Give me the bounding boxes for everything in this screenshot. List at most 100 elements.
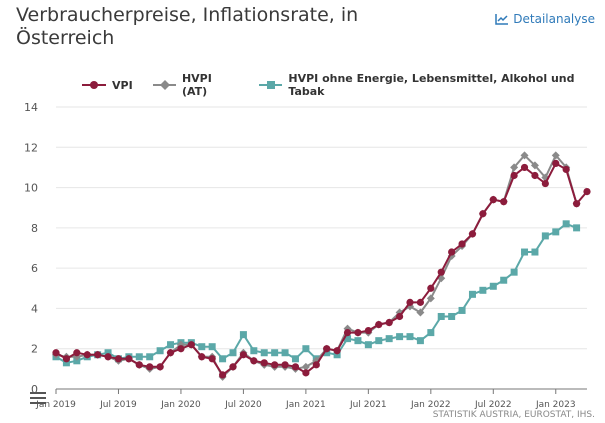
legend-label-hvpi: HVPI (AT) <box>181 72 212 98</box>
data-point-vpi <box>406 298 414 306</box>
x-tick-label: Jan 2020 <box>160 400 201 410</box>
data-point-hvpi <box>510 163 519 172</box>
series-line-core <box>55 222 577 364</box>
data-point-vpi <box>427 284 435 292</box>
data-point-core <box>500 276 508 284</box>
data-point-core <box>271 349 279 357</box>
data-point-vpi <box>260 359 268 367</box>
data-point-core <box>396 333 404 341</box>
data-point-vpi <box>333 347 341 355</box>
data-point-core <box>260 349 268 357</box>
data-point-core <box>437 312 445 320</box>
data-point-vpi <box>458 240 466 248</box>
data-point-vpi <box>343 329 352 337</box>
data-point-vpi <box>323 345 331 353</box>
data-point-vpi <box>229 363 237 371</box>
data-point-core <box>344 335 352 343</box>
data-point-vpi <box>395 312 404 321</box>
data-point-core <box>135 353 143 361</box>
data-point-vpi <box>250 357 258 365</box>
line-chart-icon <box>495 14 509 25</box>
x-tick-label: Jan 2022 <box>410 400 451 410</box>
data-point-vpi <box>62 355 71 363</box>
detail-analysis-label: Detailanalyse <box>513 12 595 26</box>
data-point-hvpi <box>520 151 529 160</box>
data-point-core <box>250 347 258 355</box>
data-point-hvpi <box>551 151 560 160</box>
data-point-core <box>416 337 424 345</box>
data-point-vpi <box>281 361 289 369</box>
chart-legend: VPI HVPI (AT) HVPI ohne Energie, Lebensm… <box>82 72 605 98</box>
data-point-vpi <box>437 268 445 276</box>
data-point-core <box>229 349 237 357</box>
data-point-vpi <box>135 361 143 369</box>
legend-label-core: HVPI ohne Energie, Lebensmittel, Alkohol… <box>288 72 575 98</box>
data-point-vpi <box>83 351 91 359</box>
detail-analysis-link[interactable]: Detailanalyse <box>495 12 595 26</box>
y-tick-label: 4 <box>31 302 38 315</box>
y-tick-label: 6 <box>31 262 38 275</box>
data-point-core <box>167 341 175 349</box>
data-point-vpi <box>114 355 123 363</box>
data-point-core <box>219 355 227 363</box>
data-point-vpi <box>562 165 570 174</box>
data-point-core <box>208 343 216 351</box>
data-point-vpi <box>146 363 154 371</box>
legend-item-vpi[interactable]: VPI <box>82 72 133 98</box>
data-point-vpi <box>94 351 102 359</box>
data-point-core <box>323 349 331 357</box>
y-tick-label: 0 <box>31 383 38 396</box>
y-tick-label: 12 <box>24 141 38 154</box>
data-point-vpi <box>448 248 456 256</box>
data-point-vpi <box>177 345 185 353</box>
data-point-core <box>489 282 497 290</box>
data-point-core <box>375 337 383 345</box>
data-point-vpi <box>166 349 175 357</box>
y-tick-label: 10 <box>24 182 38 195</box>
data-point-core <box>406 333 414 341</box>
series-line-hvpi <box>55 153 578 379</box>
data-point-core <box>468 290 476 298</box>
data-point-vpi <box>572 200 581 208</box>
data-point-core <box>385 335 393 343</box>
data-point-core <box>541 232 549 240</box>
data-point-core <box>531 248 539 256</box>
legend-label-vpi: VPI <box>112 78 133 92</box>
data-point-vpi <box>104 353 112 361</box>
data-point-core <box>62 359 70 367</box>
data-point-core <box>364 341 372 349</box>
data-point-vpi <box>156 363 164 371</box>
data-point-vpi <box>198 353 206 361</box>
data-point-vpi <box>520 163 529 172</box>
data-point-core <box>302 345 310 353</box>
data-point-core <box>427 329 435 337</box>
data-point-vpi <box>187 341 195 349</box>
data-point-vpi <box>552 159 560 167</box>
hamburger-menu-icon[interactable] <box>30 389 46 407</box>
data-point-hvpi <box>530 161 539 170</box>
legend-marker-vpi <box>82 81 106 89</box>
data-point-core <box>562 220 570 228</box>
x-tick-label: Jan 2023 <box>535 400 576 410</box>
y-tick-label: 8 <box>31 222 38 235</box>
y-tick-label: 2 <box>31 343 38 356</box>
data-point-vpi <box>416 298 425 306</box>
legend-item-core[interactable]: HVPI ohne Energie, Lebensmittel, Alkohol… <box>259 72 605 98</box>
data-point-vpi <box>218 371 227 379</box>
x-tick-label: Jul 2021 <box>349 400 387 410</box>
data-point-hvpi <box>416 308 425 317</box>
legend-item-hvpi[interactable]: HVPI (AT) <box>152 72 239 98</box>
data-point-vpi <box>354 329 362 337</box>
data-point-vpi <box>239 351 248 359</box>
data-point-core <box>73 357 81 365</box>
data-point-core <box>281 349 289 357</box>
data-point-vpi <box>364 326 372 335</box>
data-point-core <box>573 224 581 232</box>
y-tick-label: 14 <box>24 101 38 114</box>
data-point-core <box>510 268 518 276</box>
x-tick-label: Jul 2020 <box>224 400 262 410</box>
data-point-vpi <box>208 355 216 363</box>
chart-credits[interactable]: STATISTIK AUSTRIA, EUROSTAT, IHS. <box>432 410 595 420</box>
data-point-core <box>146 353 154 361</box>
